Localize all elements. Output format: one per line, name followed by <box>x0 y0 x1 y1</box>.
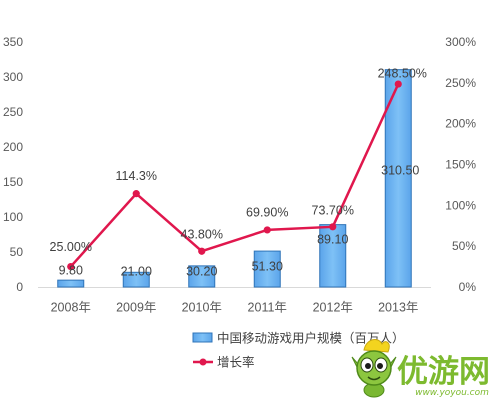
x-tick-label: 2008年 <box>51 301 91 315</box>
mascot-icon <box>351 338 397 398</box>
y-right-tick-label: 100% <box>445 198 476 212</box>
y-left-tick-label: 100 <box>3 210 23 224</box>
growth-rate-point-2008 <box>67 262 75 271</box>
y-left-tick-label: 250 <box>3 105 23 119</box>
legend-item-growth-rate: 增长率 <box>193 355 255 370</box>
x-tick-label: 2009年 <box>116 301 156 315</box>
growth-rate-point-2012 <box>329 223 337 231</box>
growth-rate-value-label: 248.50% <box>378 67 427 81</box>
bar-2011 <box>253 250 281 288</box>
bar-2010 <box>188 265 216 288</box>
bar-2008 <box>57 279 85 288</box>
y-left-tick-label: 150 <box>3 175 23 189</box>
growth-rate-value-label: 73.70% <box>312 203 354 217</box>
x-tick-label: 2010年 <box>182 301 222 315</box>
bar-value-label: 9.80 <box>59 264 83 278</box>
bar-2009 <box>122 271 150 288</box>
growth-rate-point-2011 <box>263 226 271 234</box>
x-tick-label: 2013年 <box>378 301 418 315</box>
growth-rate-value-label: 69.90% <box>246 205 288 219</box>
bar-value-label: 21.00 <box>121 265 152 279</box>
bar-value-label: 51.30 <box>252 260 283 274</box>
legend-label-growth-rate: 增长率 <box>217 355 255 370</box>
y-left-tick-label: 300 <box>3 70 23 84</box>
y-right-tick-label: 150% <box>445 158 476 172</box>
y-left-tick-label: 50 <box>10 245 24 259</box>
y-right-tick-label: 0% <box>459 280 477 294</box>
growth-rate-point-2013 <box>394 80 402 88</box>
watermark-logo-text: 优游网 <box>397 354 490 390</box>
growth-rate-value-label: 25.00% <box>50 240 92 254</box>
bar-2012 <box>319 224 347 288</box>
growth-rate-point-2009 <box>132 190 140 198</box>
y-right-tick-label: 50% <box>452 239 476 253</box>
y-right-tick-label: 300% <box>445 35 476 49</box>
bar-value-label: 310.50 <box>381 164 419 178</box>
y-left-tick-label: 200 <box>3 140 23 154</box>
axes: 0 50 100 150 200 250 300 350 0% 50% 100% 150% 200% 25… <box>3 35 476 315</box>
y-right-tick-label: 250% <box>445 76 476 90</box>
watermark-url: www.yoyou.com <box>415 388 489 398</box>
y-left-tick-label: 350 <box>3 35 23 49</box>
x-tick-label: 2011年 <box>248 301 287 315</box>
growth-rate-line <box>69 83 400 268</box>
y-right-tick-label: 200% <box>445 117 476 131</box>
growth-rate-point-2010 <box>198 247 206 255</box>
legend-bar-swatch <box>192 332 213 343</box>
data-labels: 9.80 21.00 30.20 51.30 89.10 310.50 25.00% 114.… <box>50 67 427 279</box>
bar-series-user-scale <box>57 69 412 288</box>
x-tick-label: 2012年 <box>313 301 353 315</box>
growth-rate-value-label: 43.80% <box>181 228 223 242</box>
line-series-growth-rate <box>67 80 402 271</box>
growth-rate-value-label: 114.3% <box>116 169 157 183</box>
legend: 中国移动游戏用户规模（百万人） 增长率 <box>192 331 405 370</box>
y-left-tick-label: 0 <box>16 280 23 294</box>
legend-label-user-scale: 中国移动游戏用户规模（百万人） <box>217 331 405 346</box>
bar-value-label: 30.20 <box>186 265 217 279</box>
legend-item-user-scale: 中国移动游戏用户规模（百万人） <box>192 331 405 346</box>
watermark: 优游网 www.yoyou.com <box>351 338 492 398</box>
legend-line-marker <box>199 358 207 366</box>
bar-value-label: 89.10 <box>317 233 348 247</box>
